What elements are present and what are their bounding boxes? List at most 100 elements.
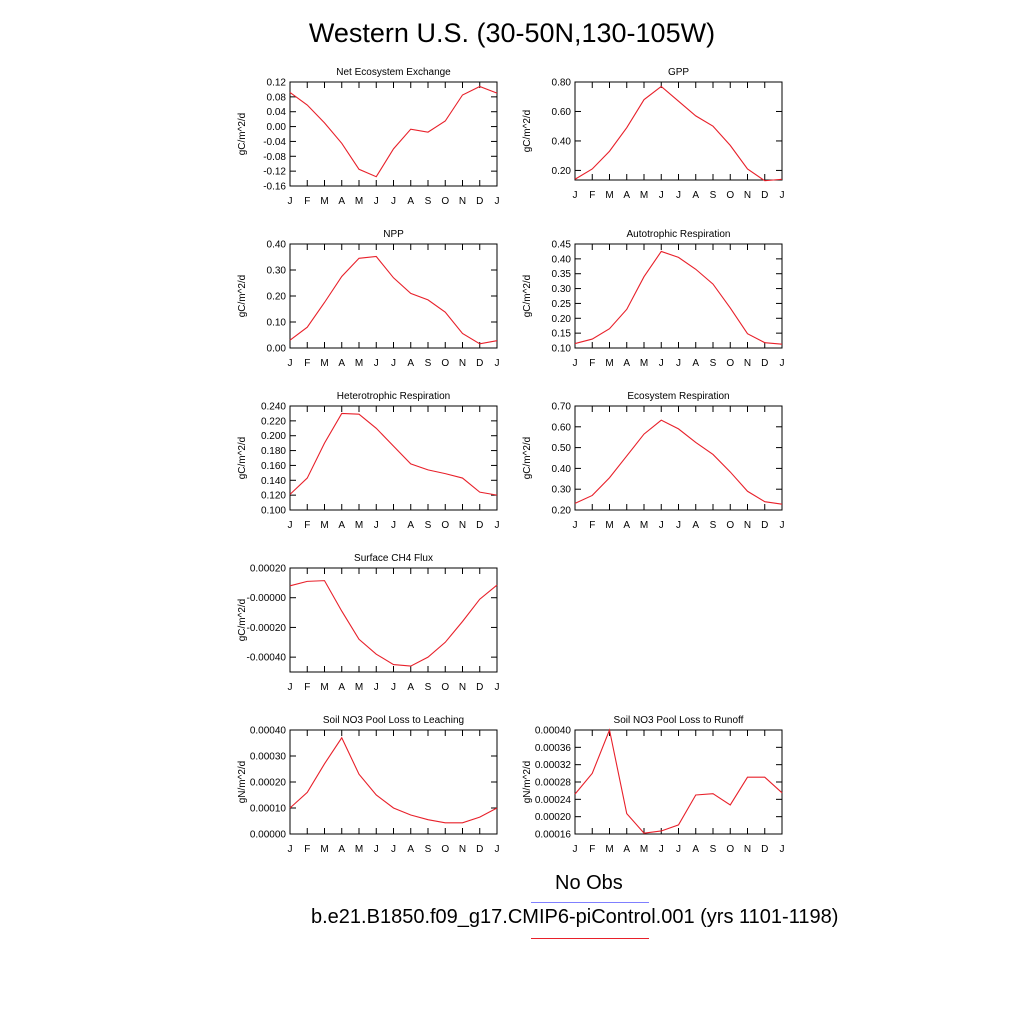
- x-tick-label: D: [476, 520, 483, 531]
- y-tick-label: 0.12: [267, 78, 287, 89]
- x-tick-label: F: [304, 520, 310, 531]
- legend-obs-label: No Obs: [555, 872, 623, 894]
- x-tick-label: J: [374, 844, 379, 855]
- panel-title: Soil NO3 Pool Loss to Runoff: [614, 715, 744, 726]
- legend-obs-line: [531, 902, 649, 903]
- x-tick-label: M: [320, 682, 328, 693]
- x-tick-label: J: [374, 682, 379, 693]
- x-tick-label: J: [374, 520, 379, 531]
- x-tick-label: A: [692, 190, 699, 201]
- x-tick-label: M: [640, 358, 648, 369]
- x-tick-label: M: [605, 844, 613, 855]
- x-tick-label: J: [374, 358, 379, 369]
- x-tick-label: J: [495, 844, 500, 855]
- plot-frame: [289, 405, 498, 511]
- chart-panel: Autotrophic Respiration gC/m^2/d 0.45 0.40 0…: [522, 229, 785, 369]
- x-tick-label: O: [441, 196, 449, 207]
- x-tick-label: J: [676, 520, 681, 531]
- x-tick-label: D: [476, 358, 483, 369]
- x-tick-label: M: [605, 190, 613, 201]
- y-tick-label: 0.20: [552, 166, 572, 177]
- y-tick-label: 0.00016: [535, 830, 572, 841]
- x-tick-label: J: [780, 520, 785, 531]
- x-tick-label: N: [459, 358, 466, 369]
- chart-panel: Net Ecosystem Exchange gC/m^2/d 0.12 0.08 0.…: [237, 67, 500, 207]
- x-tick-label: N: [459, 844, 466, 855]
- x-tick-label: J: [495, 196, 500, 207]
- y-axis-label: gC/m^2/d: [237, 599, 248, 642]
- x-tick-label: M: [640, 844, 648, 855]
- y-tick-label: 0.04: [267, 107, 287, 118]
- x-tick-label: J: [288, 682, 293, 693]
- x-tick-label: S: [710, 190, 717, 201]
- x-tick-label: S: [425, 196, 432, 207]
- x-tick-label: O: [441, 520, 449, 531]
- panel-title: Autotrophic Respiration: [627, 229, 731, 240]
- x-tick-label: S: [425, 358, 432, 369]
- x-tick-label: O: [441, 844, 449, 855]
- y-tick-label: 0.00010: [250, 804, 287, 815]
- x-tick-label: N: [744, 358, 751, 369]
- x-tick-label: A: [338, 844, 345, 855]
- y-tick-label: 0.00040: [250, 726, 287, 737]
- x-tick-label: A: [623, 844, 630, 855]
- x-tick-label: J: [676, 358, 681, 369]
- x-tick-label: J: [676, 190, 681, 201]
- x-tick-label: J: [495, 682, 500, 693]
- chart-panel: Soil NO3 Pool Loss to LeachinggN/m^2/d0.…: [237, 715, 500, 855]
- x-tick-label: D: [761, 844, 768, 855]
- y-tick-label: 0.00024: [535, 795, 572, 806]
- y-tick-label: 0.240: [261, 402, 286, 413]
- y-axis-label: gN/m^2/d: [237, 761, 248, 804]
- y-tick-label: 0.00020: [250, 564, 287, 575]
- x-tick-label: O: [441, 682, 449, 693]
- x-tick-label: J: [676, 844, 681, 855]
- y-tick-label: 0.00030: [250, 752, 287, 763]
- y-tick-label: 0.160: [261, 461, 286, 472]
- y-tick-label: -0.00040: [247, 653, 287, 664]
- x-tick-label: J: [391, 844, 396, 855]
- x-tick-label: O: [726, 190, 734, 201]
- y-tick-label: 0.120: [261, 491, 286, 502]
- plot-frame: [289, 567, 498, 673]
- y-tick-label: 0.30: [552, 284, 572, 295]
- y-tick-label: 0.40: [267, 240, 287, 251]
- y-tick-label: -0.04: [263, 137, 286, 148]
- y-tick-label: 0.40: [552, 136, 572, 147]
- y-tick-label: -0.16: [263, 182, 286, 193]
- y-tick-label: 0.00040: [535, 726, 572, 737]
- x-tick-label: A: [407, 682, 414, 693]
- y-tick-label: 0.00020: [250, 778, 287, 789]
- y-tick-label: 0.00032: [535, 760, 572, 771]
- series-line: [574, 85, 783, 182]
- x-tick-label: D: [761, 358, 768, 369]
- x-tick-label: M: [640, 190, 648, 201]
- y-tick-label: 0.40: [552, 254, 572, 265]
- y-tick-label: 0.180: [261, 446, 286, 457]
- x-tick-label: J: [659, 844, 664, 855]
- x-tick-label: D: [761, 520, 768, 531]
- x-tick-label: A: [407, 196, 414, 207]
- x-tick-label: M: [355, 520, 363, 531]
- x-tick-label: F: [589, 190, 595, 201]
- x-tick-label: S: [425, 520, 432, 531]
- y-tick-label: 0.70: [552, 402, 572, 413]
- x-tick-label: N: [459, 196, 466, 207]
- x-tick-label: D: [476, 844, 483, 855]
- x-tick-label: J: [573, 844, 578, 855]
- x-tick-label: O: [441, 358, 449, 369]
- x-tick-label: A: [407, 358, 414, 369]
- chart-panel: Soil NO3 Pool Loss to RunoffgN/m^2/d0.00…: [522, 715, 785, 855]
- panel-title: GPP: [668, 67, 689, 78]
- series-line: [574, 250, 783, 345]
- x-tick-label: A: [623, 190, 630, 201]
- plot-frame: [574, 729, 783, 835]
- y-axis-label: gN/m^2/d: [522, 761, 533, 804]
- panel-title: Soil NO3 Pool Loss to Leaching: [323, 715, 464, 726]
- x-tick-label: M: [355, 682, 363, 693]
- x-tick-label: D: [761, 190, 768, 201]
- y-tick-label: 0.200: [261, 431, 286, 442]
- y-axis-label: gC/m^2/d: [237, 113, 248, 156]
